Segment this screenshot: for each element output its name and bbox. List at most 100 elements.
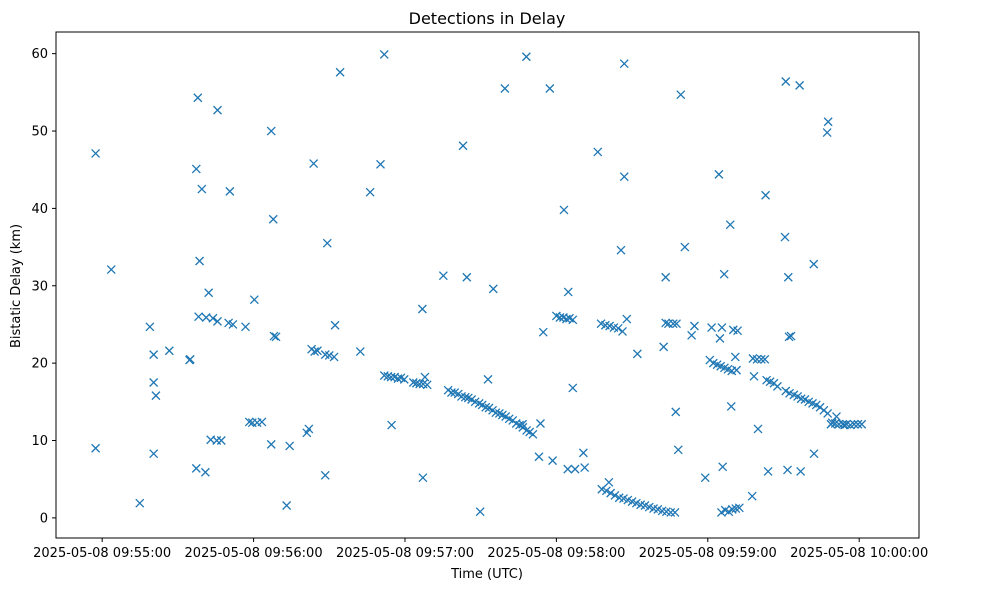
detection-point	[717, 323, 727, 333]
y-tick-label: 20	[31, 357, 48, 372]
detection-point	[780, 232, 790, 242]
detection-point	[619, 59, 629, 69]
detection-point	[145, 322, 155, 332]
detection-point	[784, 332, 794, 342]
detection-point	[521, 52, 531, 62]
detection-point	[668, 319, 678, 329]
detection-point	[753, 424, 763, 434]
detection-point	[783, 465, 792, 475]
detection-point	[213, 316, 222, 326]
detection-point	[823, 408, 833, 418]
detection-point	[718, 462, 728, 472]
detection-point	[257, 417, 267, 427]
detection-point	[822, 128, 832, 138]
detection-point	[135, 498, 145, 508]
detection-point	[536, 419, 545, 428]
detection-point	[618, 326, 627, 336]
y-tick-label: 60	[31, 47, 48, 62]
detection-point	[853, 419, 863, 429]
detection-point	[725, 220, 735, 230]
detection-point	[91, 149, 101, 158]
detection-point	[225, 186, 235, 196]
x-tick-label: 2025-05-08 10:00:00	[790, 546, 928, 561]
detection-point	[719, 269, 729, 279]
detection-point	[838, 419, 848, 429]
detection-point	[244, 417, 254, 427]
detection-point	[826, 419, 836, 429]
detection-point	[786, 331, 796, 341]
detection-point	[619, 172, 629, 182]
y-tick-label: 0	[40, 511, 48, 526]
detection-point	[379, 371, 389, 380]
detection-point	[379, 49, 389, 59]
detection-point	[613, 323, 623, 333]
detection-point	[730, 352, 740, 362]
detection-point	[670, 508, 680, 517]
detection-point	[555, 313, 565, 322]
detection-point	[193, 93, 203, 103]
detection-point	[304, 424, 314, 434]
detection-point	[458, 141, 468, 151]
detection-point	[676, 90, 686, 100]
detection-point	[399, 374, 409, 384]
detection-point	[671, 407, 681, 417]
detection-point	[271, 332, 281, 342]
detection-point	[387, 420, 397, 430]
detection-point	[330, 320, 340, 330]
detection-point	[795, 80, 805, 90]
detection-point	[823, 117, 833, 127]
detection-point	[212, 436, 222, 445]
detection-point	[483, 374, 493, 384]
detection-point	[763, 467, 773, 476]
detection-point	[191, 164, 201, 174]
detection-point	[689, 321, 699, 331]
detection-point	[194, 312, 204, 322]
detection-point	[195, 256, 205, 266]
y-axis-label: Bistatic Delay (km)	[9, 224, 24, 348]
detection-point	[661, 318, 671, 328]
detection-point	[604, 477, 614, 487]
detection-point	[266, 439, 276, 449]
detection-point	[213, 105, 222, 115]
detection-point	[731, 504, 741, 514]
detection-point	[545, 84, 555, 93]
detection-point	[208, 313, 218, 323]
detection-point	[376, 159, 385, 169]
detection-point	[563, 287, 573, 297]
detection-point	[320, 470, 330, 480]
detection-point	[772, 381, 782, 391]
detection-point	[309, 159, 319, 168]
detection-point	[149, 449, 159, 459]
detection-point	[151, 391, 161, 401]
detection-point	[756, 354, 766, 364]
detection-point	[228, 319, 238, 329]
detection-point	[661, 272, 671, 282]
detection-point	[672, 319, 681, 329]
detection-point	[266, 126, 276, 136]
detection-point	[481, 402, 491, 412]
detection-point	[732, 365, 742, 375]
x-tick-label: 2025-05-08 09:57:00	[336, 546, 474, 561]
y-tick-label: 30	[31, 279, 48, 294]
detection-point	[322, 238, 332, 248]
detection-point	[149, 378, 159, 387]
detection-point	[749, 371, 759, 381]
detection-point	[563, 464, 573, 474]
x-axis-label: Time (UTC)	[450, 567, 523, 582]
detection-point	[422, 380, 432, 390]
detection-point	[415, 379, 425, 389]
detection-point	[534, 452, 544, 462]
detection-point	[761, 190, 771, 200]
detection-point	[386, 372, 396, 382]
plot-frame	[55, 31, 920, 539]
detection-point	[809, 449, 819, 459]
detection-point	[568, 315, 578, 325]
detection-point	[548, 456, 558, 466]
detection-point	[601, 486, 611, 496]
detection-point	[849, 419, 859, 429]
detection-point	[417, 304, 427, 314]
detection-point	[282, 501, 292, 510]
detection-point	[714, 169, 724, 179]
detection-point	[606, 488, 616, 498]
